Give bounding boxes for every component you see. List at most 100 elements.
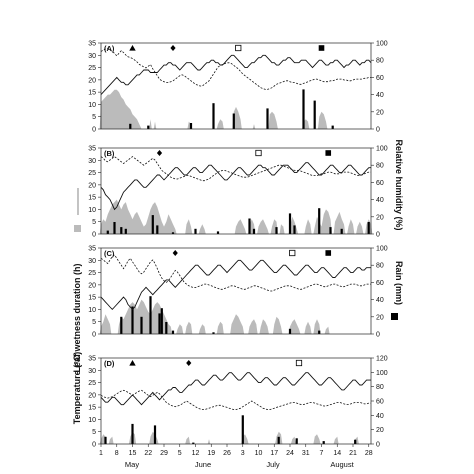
- x-tick-label: 14: [333, 450, 341, 457]
- right-tick-label: 40: [376, 92, 384, 99]
- right-tick-label: 0: [376, 127, 380, 134]
- relative-humidity-line: [100, 156, 371, 182]
- leaf-wetness-area: [317, 111, 328, 129]
- temperature-line: [100, 372, 371, 406]
- left-tick-label: 5: [92, 429, 96, 436]
- rain-bar: [153, 425, 157, 444]
- left-tick-label: 30: [88, 53, 96, 60]
- x-tick-label: 19: [207, 450, 215, 457]
- rain-series: [104, 415, 357, 444]
- x-tick-label: 3: [241, 450, 245, 457]
- x-tick-label: 17: [270, 450, 278, 457]
- temperature-line: [100, 259, 371, 311]
- x-tick-label: 15: [129, 450, 137, 457]
- left-tick-label: 5: [92, 114, 96, 121]
- rain-bar: [189, 123, 193, 129]
- right-tick-label: 40: [376, 297, 384, 304]
- leaf-wetness-area: [176, 324, 184, 334]
- left-tick-label: 5: [92, 219, 96, 226]
- diamond-marker: [172, 250, 178, 256]
- rain-bar: [120, 227, 123, 234]
- x-tick-label: 1: [99, 450, 103, 457]
- left-tick-label: 30: [88, 258, 96, 265]
- rain-bar: [318, 330, 321, 334]
- leaf-wetness-area: [153, 121, 157, 129]
- leaf-wetness-area: [108, 436, 114, 444]
- right-tick-label: 60: [376, 399, 384, 406]
- diamond-marker: [156, 150, 163, 156]
- temperature-line: [100, 162, 371, 211]
- left-tick-label: 35: [88, 146, 96, 153]
- open-square-marker: [235, 44, 242, 52]
- left-tick-label: 35: [88, 246, 96, 253]
- right-tick-label: 120: [376, 356, 388, 363]
- y-axis-label-rain: Rain (mm): [394, 261, 404, 305]
- panel-label: (A): [104, 44, 115, 53]
- left-tick-label: 15: [88, 90, 96, 97]
- leaf-wetness-area: [185, 321, 193, 334]
- rain-bar: [367, 222, 370, 234]
- temperature-line: [100, 54, 372, 95]
- leaf-wetness-area: [185, 219, 193, 234]
- leaf-wetness-area: [304, 321, 312, 334]
- x-tick-label: 24: [286, 450, 294, 457]
- left-tick-label: 35: [88, 356, 96, 363]
- month-label: June: [195, 460, 211, 469]
- leaf-wetness-area: [252, 124, 256, 129]
- left-tick-label: 25: [88, 65, 96, 72]
- x-tick-label: 29: [160, 450, 168, 457]
- leaf-wetness-area: [288, 319, 301, 334]
- panel-1: 0 5 10 15 20 25 30 35 0 20 40 60 80 100 (A): [88, 41, 388, 134]
- leaf-wetness-series: [99, 299, 330, 334]
- panel-2: 0 5 10 15 20 25 30 35 0 20 40 60 80 100 (B): [88, 146, 388, 239]
- open-square-marker: [255, 149, 262, 157]
- x-tick-label: 26: [223, 450, 231, 457]
- right-tick-label: 0: [376, 442, 380, 449]
- rain-series: [106, 208, 370, 234]
- left-tick-label: 10: [88, 207, 96, 214]
- right-tick-label: 80: [376, 384, 384, 391]
- rain-bar: [124, 228, 127, 234]
- x-tick-label: 7: [320, 450, 324, 457]
- rain-bar: [120, 316, 123, 334]
- rain-bar: [295, 438, 298, 444]
- left-tick-label: 0: [92, 332, 96, 339]
- rain-bar: [288, 328, 292, 334]
- rain-bar: [232, 113, 235, 129]
- rain-bar: [340, 228, 343, 234]
- right-tick-label: 100: [376, 370, 388, 377]
- rain-bar: [151, 215, 154, 234]
- panel-label: (C): [104, 249, 115, 258]
- rain-bar: [147, 125, 150, 129]
- leaf-wetness-area: [207, 439, 211, 444]
- rain-bar: [266, 108, 269, 129]
- rain-bar: [131, 306, 134, 334]
- rain-bar: [113, 222, 116, 234]
- open-square-marker: [289, 249, 296, 257]
- leaf-wetness-area: [198, 224, 206, 234]
- rain-bar: [149, 296, 152, 334]
- rain-bar: [354, 439, 357, 444]
- right-tick-label: 20: [376, 109, 384, 116]
- leaf-wetness-area: [259, 319, 269, 334]
- leaf-wetness-area: [99, 199, 177, 234]
- leaf-wetness-area: [290, 436, 296, 444]
- panel-frame: [100, 147, 372, 235]
- y-axis-label-leaf-wetness: Leaf wetness duration (h): [72, 263, 82, 372]
- relative-humidity-line: [100, 389, 371, 411]
- rain-bar: [104, 436, 107, 444]
- left-tick-label: 10: [88, 307, 96, 314]
- triangle-marker: [129, 360, 136, 366]
- leaf-wetness-area: [230, 314, 245, 334]
- right-tick-label: 20: [376, 214, 384, 221]
- left-tick-label: 25: [88, 380, 96, 387]
- leaf-wetness-area: [149, 119, 152, 129]
- leaf-wetness-area: [313, 434, 321, 444]
- leaf-wetness-area: [257, 219, 269, 234]
- right-tick-label: 80: [376, 263, 384, 270]
- triangle-marker: [129, 45, 136, 51]
- left-tick-label: 30: [88, 368, 96, 375]
- leaf-wetness-area: [324, 326, 330, 334]
- left-tick-label: 5: [92, 319, 96, 326]
- rain-bar: [252, 228, 256, 234]
